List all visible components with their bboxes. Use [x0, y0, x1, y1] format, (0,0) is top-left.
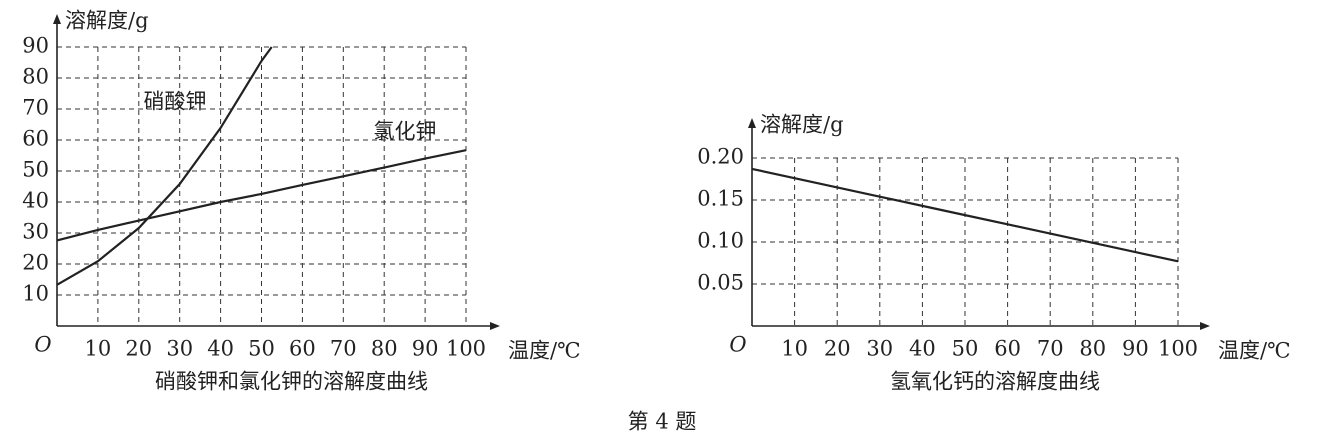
- y-axis-label: 溶解度/g: [65, 9, 149, 33]
- y-tick-label: 0.20: [697, 145, 744, 169]
- chart-title: 硝酸钾和氯化钾的溶解度曲线: [155, 370, 428, 394]
- x-tick-label: 10: [85, 337, 112, 361]
- origin-label: O: [729, 333, 746, 357]
- x-tick-label: 70: [1037, 337, 1064, 361]
- x-arrow: [490, 322, 500, 330]
- y-tick-label: 30: [22, 220, 49, 244]
- x-arrow: [1200, 322, 1210, 330]
- x-tick-label: 30: [166, 337, 193, 361]
- chart-title: 氢氧化钙的溶解度曲线: [890, 370, 1100, 394]
- y-tick-label: 10: [22, 282, 49, 306]
- series-label: 硝酸钾: [144, 90, 207, 114]
- series-line: [751, 167, 1179, 263]
- y-tick-label: 20: [22, 251, 49, 275]
- x-tick-label: 60: [289, 337, 316, 361]
- x-tick-label: 20: [125, 337, 152, 361]
- y-tick-label: 0.05: [697, 271, 744, 295]
- y-tick-label: 0.15: [697, 187, 744, 211]
- y-tick-label: 70: [22, 96, 49, 120]
- x-tick-label: 80: [371, 337, 398, 361]
- x-axis-label: 温度/℃: [508, 339, 581, 363]
- x-tick-label: 50: [248, 337, 275, 361]
- x-tick-label: 30: [866, 337, 893, 361]
- x-tick-label: 60: [994, 337, 1021, 361]
- x-tick-label: 100: [446, 337, 486, 361]
- y-arrow: [748, 118, 756, 128]
- x-tick-label: 50: [952, 337, 979, 361]
- caption: 第 4 题: [628, 410, 697, 434]
- x-tick-label: 80: [1079, 337, 1106, 361]
- x-tick-label: 40: [207, 337, 234, 361]
- series-line: [56, 149, 467, 242]
- x-axis-label: 温度/℃: [1218, 339, 1291, 363]
- x-tick-label: 70: [330, 337, 357, 361]
- y-axis-label: 溶解度/g: [760, 113, 844, 137]
- x-tick-label: 90: [1122, 337, 1149, 361]
- x-tick-label: 10: [781, 337, 808, 361]
- x-tick-label: 20: [824, 337, 851, 361]
- origin-label: O: [34, 333, 51, 357]
- x-tick-label: 100: [1158, 337, 1198, 361]
- x-tick-label: 40: [909, 337, 936, 361]
- y-tick-label: 50: [22, 158, 49, 182]
- series-line: [56, 46, 273, 286]
- y-tick-label: 0.10: [697, 229, 744, 253]
- y-tick-label: 90: [22, 34, 49, 58]
- x-tick-label: 90: [412, 337, 439, 361]
- series-label: 氯化钾: [374, 120, 437, 144]
- y-tick-label: 60: [22, 127, 49, 151]
- y-tick-label: 80: [22, 65, 49, 89]
- y-tick-label: 40: [22, 189, 49, 213]
- y-arrow: [53, 14, 61, 24]
